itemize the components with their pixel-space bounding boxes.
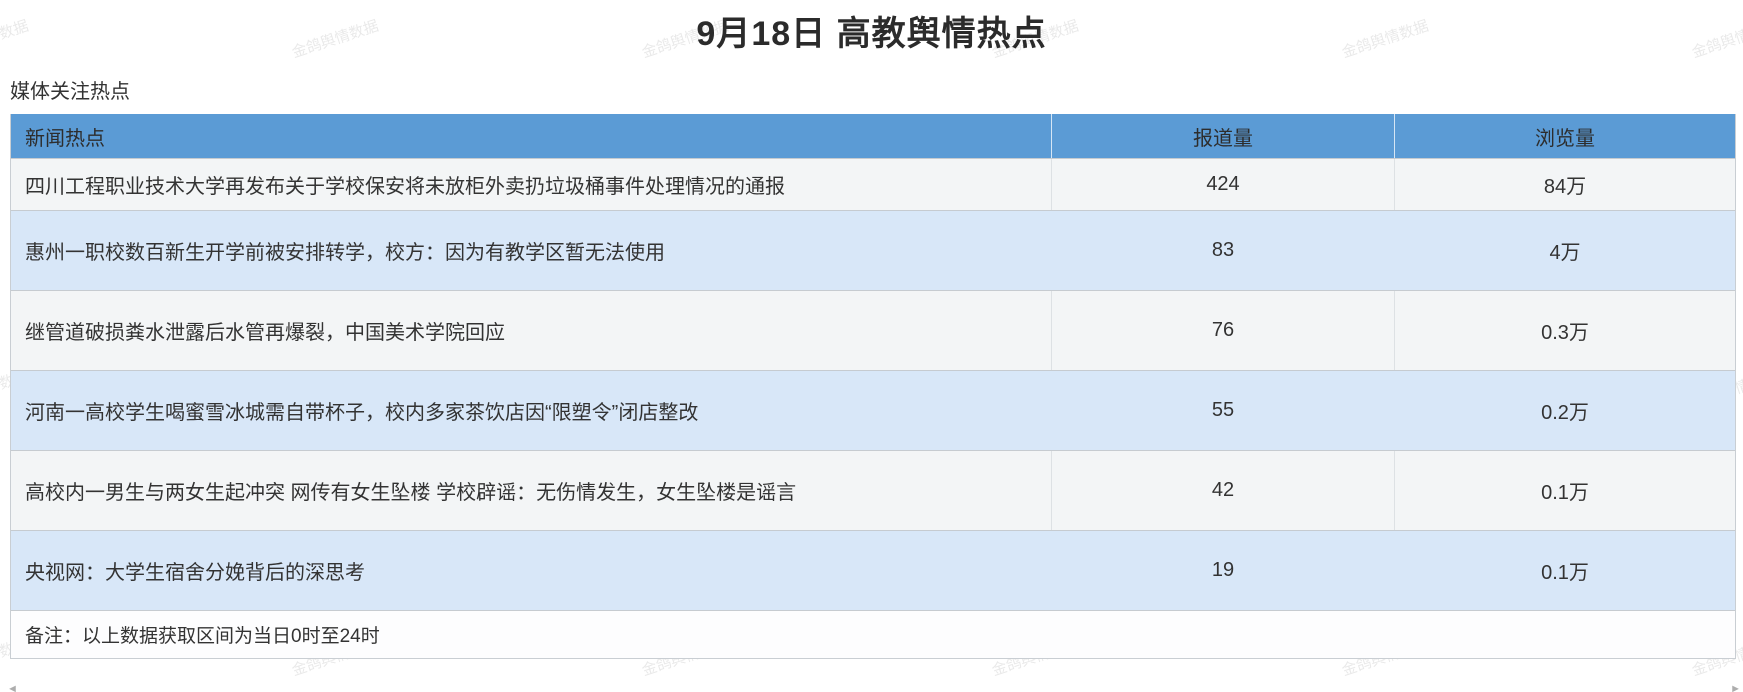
table-row: 高校内一男生与两女生起冲突 网传有女生坠楼 学校辟谣：无伤情发生，女生坠楼是谣言… [11, 450, 1735, 530]
view-count-cell: 4万 [1549, 242, 1581, 264]
report-count-cell: 83 [1211, 239, 1235, 261]
column-header-views: 浏览量 [1394, 114, 1735, 158]
report-count-cell: 19 [1211, 559, 1235, 581]
right-arrow-icon: ► [1730, 683, 1741, 692]
report-count-cell: 424 [1051, 159, 1394, 210]
report-page: 9月18日 高教舆情热点 媒体关注热点 新闻热点 报道量 浏览量 四川工程职业技… [0, 6, 1743, 659]
section-label-media-hotspots: 媒体关注热点 [10, 81, 130, 103]
column-header-reports: 报道量 [1051, 114, 1394, 158]
table-row: 惠州一职校数百新生开学前被安排转学，校方：因为有教学区暂无法使用 83 4万 [11, 210, 1735, 290]
scrollbar-right-button[interactable]: ► [1730, 683, 1741, 692]
table-row: 央视网：大学生宿舍分娩背后的深思考 19 0.1万 [11, 530, 1735, 610]
report-count-cell: 76 [1051, 291, 1394, 370]
news-title-cell: 高校内一男生与两女生起冲突 网传有女生坠楼 学校辟谣：无伤情发生，女生坠楼是谣言 [25, 482, 797, 504]
column-header-news: 新闻热点 [25, 127, 105, 150]
view-count-cell: 0.1万 [1541, 562, 1589, 584]
view-count-cell: 0.2万 [1541, 402, 1589, 424]
page-title: 9月18日 高教舆情热点 [696, 15, 1047, 53]
news-title-cell: 央视网：大学生宿舍分娩背后的深思考 [25, 562, 365, 584]
media-hotspot-table: 新闻热点 报道量 浏览量 四川工程职业技术大学再发布关于学校保安将未放柜外卖扔垃… [10, 114, 1736, 659]
news-title-cell: 惠州一职校数百新生开学前被安排转学，校方：因为有教学区暂无法使用 [25, 242, 665, 264]
view-count-cell: 84万 [1394, 159, 1735, 210]
view-count-cell: 0.1万 [1394, 451, 1735, 530]
scrollbar-left-button[interactable]: ◄ [7, 683, 18, 692]
report-count-cell: 55 [1211, 399, 1235, 421]
report-count-cell: 42 [1051, 451, 1394, 530]
table-row: 继管道破损粪水泄露后水管再爆裂，中国美术学院回应 76 0.3万 [11, 290, 1735, 370]
news-title-cell: 继管道破损粪水泄露后水管再爆裂，中国美术学院回应 [25, 322, 505, 344]
table-row: 四川工程职业技术大学再发布关于学校保安将未放柜外卖扔垃圾桶事件处理情况的通报 4… [11, 158, 1735, 210]
news-title-cell: 四川工程职业技术大学再发布关于学校保安将未放柜外卖扔垃圾桶事件处理情况的通报 [25, 176, 785, 198]
table-footnote: 备注：以上数据获取区间为当日0时至24时 [11, 610, 1735, 658]
table-header-row: 新闻热点 报道量 浏览量 [11, 114, 1735, 158]
table-row: 河南一高校学生喝蜜雪冰城需自带杯子，校内多家茶饮店因“限塑令”闭店整改 55 0… [11, 370, 1735, 450]
left-arrow-icon: ◄ [7, 683, 18, 692]
view-count-cell: 0.3万 [1394, 291, 1735, 370]
news-title-cell: 河南一高校学生喝蜜雪冰城需自带杯子，校内多家茶饮店因“限塑令”闭店整改 [25, 402, 699, 424]
